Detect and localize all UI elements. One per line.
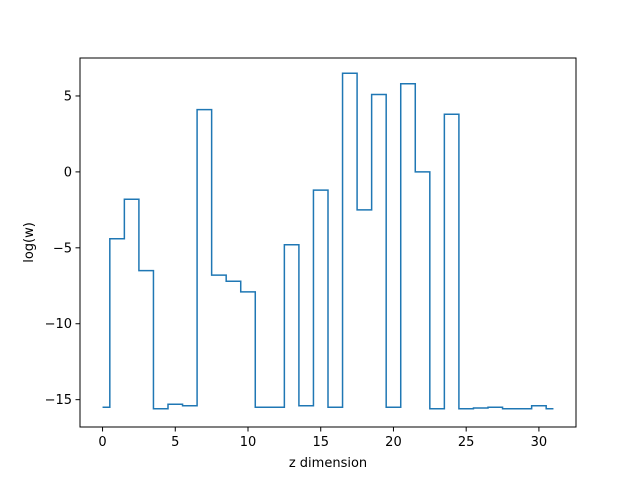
y-tick-label: −5 <box>53 241 72 256</box>
series-line-0 <box>102 72 554 410</box>
x-tick-label: 0 <box>98 435 106 450</box>
x-tick-label: 5 <box>171 435 179 450</box>
x-axis-ticks: 0 5 10 15 20 25 30 <box>98 427 547 450</box>
y-tick-label: 5 <box>64 89 72 104</box>
y-axis-label: log(w) <box>22 222 37 263</box>
x-axis-label: z dimension <box>289 456 367 471</box>
plot-area <box>102 72 554 410</box>
y-tick-label: 0 <box>64 165 72 180</box>
x-tick-label: 10 <box>240 435 257 450</box>
x-tick-label: 30 <box>531 435 548 450</box>
axes-frame <box>79 57 577 428</box>
y-tick-label: −15 <box>45 393 72 408</box>
x-tick-label: 15 <box>312 435 329 450</box>
x-tick-label: 20 <box>385 435 402 450</box>
y-axis-ticks: −15 −10 −5 0 5 <box>45 89 80 408</box>
x-tick-label: 25 <box>458 435 475 450</box>
y-tick-label: −10 <box>45 317 72 332</box>
